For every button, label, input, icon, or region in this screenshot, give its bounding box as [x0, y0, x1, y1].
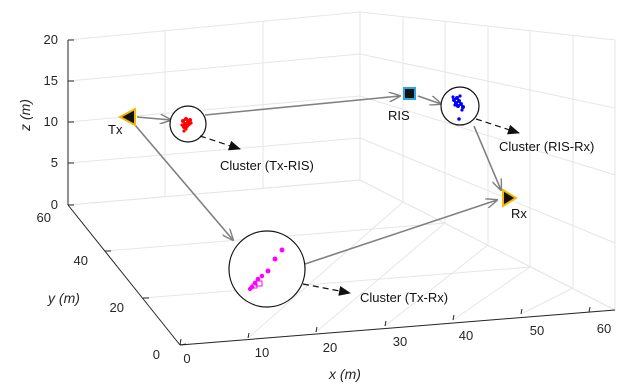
- y-tick-label: 60: [37, 210, 51, 225]
- x-axis-label: x (m): [328, 366, 361, 382]
- cluster-points-ris-rx: [451, 94, 465, 121]
- z-tick-label: 10: [44, 114, 58, 129]
- z-axis-label: z (m): [17, 99, 33, 132]
- z-tick-label: 15: [44, 73, 58, 88]
- x-tick-label: 30: [393, 334, 407, 349]
- x-tick-label: 60: [597, 321, 611, 336]
- x-tick-label: 0: [183, 351, 190, 366]
- path-cluster2-rx: [473, 125, 501, 190]
- path-tx-cluster3: [134, 124, 233, 240]
- z-tick-label: 5: [51, 155, 58, 170]
- cluster-label-ris-rx: Cluster (RIS-Rx): [499, 139, 594, 154]
- ris-label: RIS: [388, 108, 410, 123]
- rx-marker: [502, 188, 518, 208]
- path-tx-cluster1: [136, 117, 171, 120]
- y-axis-label: y (m): [47, 290, 80, 306]
- cluster-points-tx-rx: [247, 247, 285, 292]
- rx-label: Rx: [511, 206, 527, 221]
- cluster-label-tx-rx: Cluster (Tx-Rx): [360, 290, 448, 305]
- cluster-label-tx-ris: Cluster (Tx-RIS): [220, 158, 314, 173]
- y-tick-label: 40: [74, 253, 88, 268]
- tx-label: Tx: [108, 122, 123, 137]
- z-tick-label: 0: [51, 197, 58, 212]
- path-ris-cluster2: [417, 95, 441, 104]
- x-tick-label: 20: [323, 340, 337, 355]
- annotation-arrows: [199, 118, 520, 296]
- path-cluster3-rx: [304, 200, 497, 265]
- tx-marker: [117, 107, 136, 127]
- z-tick-label: 20: [44, 32, 58, 47]
- y-tick-label: 20: [110, 300, 124, 315]
- cluster-points-tx-ris: [180, 117, 193, 133]
- x-tick-label: 40: [459, 328, 473, 343]
- x-tick-label: 50: [530, 323, 544, 338]
- annotation-arrow-tx-ris: [199, 135, 241, 151]
- x-tick-label: 10: [255, 345, 269, 360]
- annotation-arrow-ris-rx: [475, 118, 520, 135]
- propagation-paths: [134, 95, 501, 265]
- annotation-arrow-tx-rx: [302, 283, 351, 296]
- ris-marker: [403, 87, 416, 100]
- axis-lines: [67, 39, 616, 346]
- y-tick-label: 0: [153, 347, 160, 362]
- path-cluster1-ris: [204, 96, 400, 116]
- grid-lines: [67, 11, 617, 346]
